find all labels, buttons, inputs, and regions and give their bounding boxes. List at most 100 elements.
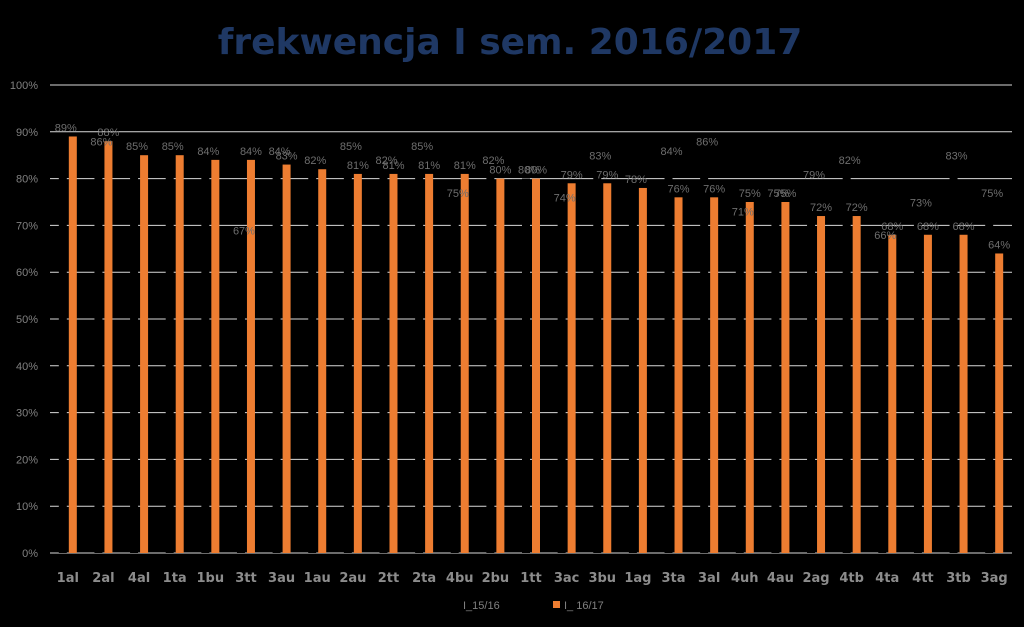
data-label-series-2: 81% bbox=[454, 160, 476, 172]
legend-label-series-2: I_ 16/17 bbox=[564, 600, 604, 612]
bar-series-1 bbox=[201, 159, 210, 553]
y-axis-ticks: 0% 10% 20% 30% 40% 50% 60% 70% 80% 90% 100% bbox=[10, 80, 38, 560]
data-label-series-1: 84% bbox=[661, 146, 683, 158]
bars bbox=[58, 136, 1004, 554]
x-tick-label: 4ta bbox=[875, 571, 899, 586]
bar-series-2 bbox=[674, 197, 683, 553]
y-tick-label: 10% bbox=[16, 501, 38, 513]
legend-label-series-1: I_15/16 bbox=[463, 600, 500, 612]
data-label-series-1: 78% bbox=[625, 174, 647, 186]
data-label-series-1: 71% bbox=[732, 207, 754, 219]
y-tick-label: 50% bbox=[16, 314, 38, 326]
x-tick-label: 1ta bbox=[163, 571, 187, 586]
x-tick-label: 2bu bbox=[482, 571, 510, 586]
data-label-series-1: 86% bbox=[90, 137, 112, 149]
x-tick-label: 3al bbox=[698, 571, 720, 586]
x-tick-label: 1au bbox=[304, 571, 331, 586]
bar-series-2 bbox=[781, 202, 790, 553]
bar-series-1 bbox=[343, 155, 352, 553]
bar-series-1 bbox=[486, 169, 495, 554]
bar-series-1 bbox=[94, 150, 103, 553]
gridlines bbox=[50, 84, 1012, 554]
y-tick-label: 90% bbox=[16, 127, 38, 139]
data-label-series-1: 82% bbox=[304, 155, 326, 167]
y-tick-label: 0% bbox=[22, 548, 38, 560]
x-tick-label: 3tt bbox=[235, 571, 256, 586]
legend: I_15/16 I_ 16/17 bbox=[452, 600, 604, 612]
data-label-series-2: 79% bbox=[596, 169, 618, 181]
bar-series-1 bbox=[807, 183, 816, 553]
data-label-series-1: 89% bbox=[55, 122, 77, 134]
x-axis-ticks: 1al 2al 4al 1ta 1bu 3tt 3au 1au 2au 2tt 2ta 4bu 2bu 1… bbox=[57, 571, 1008, 586]
bar-series-2 bbox=[923, 234, 932, 553]
legend-swatch-series-1 bbox=[452, 601, 459, 608]
data-label-series-2: 88% bbox=[97, 127, 119, 139]
x-tick-label: 1bu bbox=[197, 571, 225, 586]
bar-series-1 bbox=[557, 206, 566, 553]
data-label-series-2: 64% bbox=[988, 239, 1010, 251]
bar-series-2 bbox=[68, 136, 77, 554]
y-tick-label: 100% bbox=[10, 80, 38, 92]
data-label-series-1: 66% bbox=[874, 230, 896, 242]
data-label-series-2: 72% bbox=[846, 202, 868, 214]
bar-series-1 bbox=[379, 169, 388, 554]
bar-series-1 bbox=[522, 178, 530, 553]
data-label-series-1: 85% bbox=[411, 141, 433, 153]
x-tick-label: 3au bbox=[268, 571, 295, 586]
bar-series-1 bbox=[58, 136, 67, 554]
data-label-series-1: 84% bbox=[269, 146, 291, 158]
data-label-series-1: 83% bbox=[589, 151, 611, 163]
data-label-series-2: 80% bbox=[489, 165, 511, 177]
data-label-series-2: 75% bbox=[774, 188, 796, 200]
bar-series-1 bbox=[735, 220, 744, 553]
x-tick-label: 2ta bbox=[412, 571, 436, 586]
x-tick-label: 4tt bbox=[912, 571, 933, 586]
bar-series-1 bbox=[450, 202, 459, 553]
bar-series-2 bbox=[638, 187, 647, 553]
data-label-series-1: 67% bbox=[233, 225, 255, 237]
data-label-series-1: 83% bbox=[946, 151, 968, 163]
data-label-series-1: 85% bbox=[126, 141, 148, 153]
bar-series-2 bbox=[246, 159, 255, 553]
legend-swatch-series-2 bbox=[553, 601, 560, 608]
x-tick-label: 2ag bbox=[802, 571, 829, 586]
bar-series-1 bbox=[913, 211, 922, 554]
bar-series-2 bbox=[603, 183, 612, 553]
bar-series-1 bbox=[771, 202, 780, 553]
data-label-series-2: 83% bbox=[276, 151, 298, 163]
data-label-series-1: 82% bbox=[482, 155, 504, 167]
data-label-series-1: 85% bbox=[162, 141, 184, 153]
data-label-series-2: 68% bbox=[917, 221, 939, 233]
bar-series-1 bbox=[593, 164, 602, 553]
data-label-series-2: 81% bbox=[382, 160, 404, 172]
y-tick-label: 40% bbox=[16, 361, 38, 373]
bar-series-2 bbox=[817, 216, 826, 554]
bar-series-2 bbox=[959, 234, 968, 553]
data-label-series-2: 80% bbox=[525, 165, 547, 177]
bar-series-1 bbox=[700, 150, 709, 553]
x-tick-label: 3ac bbox=[554, 571, 580, 586]
bar-series-2 bbox=[282, 164, 291, 553]
bar-series-2 bbox=[140, 155, 149, 553]
x-tick-label: 1al bbox=[57, 571, 79, 586]
x-tick-label: 4tb bbox=[839, 571, 864, 586]
data-label-series-2: 84% bbox=[240, 146, 262, 158]
data-label-series-1: 82% bbox=[375, 155, 397, 167]
data-label-series-2: 68% bbox=[953, 221, 975, 233]
data-label-series-2: 79% bbox=[561, 169, 583, 181]
bar-series-2 bbox=[318, 169, 327, 554]
bar-series-1 bbox=[949, 164, 958, 553]
data-label-series-1: 85% bbox=[340, 141, 362, 153]
data-label-series-2: 81% bbox=[418, 160, 440, 172]
x-tick-label: 3ag bbox=[981, 571, 1008, 586]
x-tick-label: 3bu bbox=[588, 571, 616, 586]
bar-series-1 bbox=[878, 244, 887, 553]
y-tick-label: 20% bbox=[16, 454, 38, 466]
chart-title: frekwencja I sem. 2016/2017 bbox=[218, 22, 803, 63]
data-label-series-1: 80% bbox=[518, 165, 540, 177]
x-tick-label: 2tt bbox=[378, 571, 399, 586]
y-tick-label: 70% bbox=[16, 220, 38, 232]
data-label-series-1: 86% bbox=[696, 137, 718, 149]
bar-series-1 bbox=[628, 187, 637, 553]
bar-series-1 bbox=[308, 169, 317, 554]
